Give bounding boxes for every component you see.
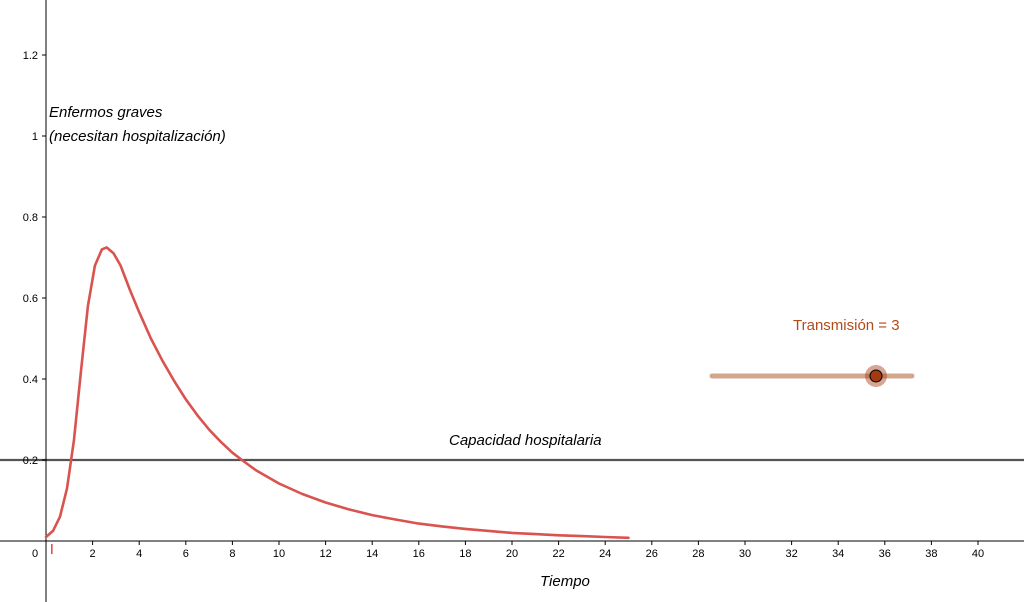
y-tick-label: 0.6 xyxy=(23,293,38,305)
x-tick-label: 24 xyxy=(599,548,611,560)
x-tick-label: 8 xyxy=(229,548,235,560)
x-axis-title: Tiempo xyxy=(540,573,590,590)
x-tick-label: 14 xyxy=(366,548,378,560)
slider-label: Transmisión = 3 xyxy=(793,317,900,334)
x-tick-label: 26 xyxy=(646,548,658,560)
x-tick-label: 38 xyxy=(925,548,937,560)
x-tick-label: 16 xyxy=(413,548,425,560)
x-tick-label: 10 xyxy=(273,548,285,560)
x-tick-label: 12 xyxy=(319,548,331,560)
x-tick-label: 2 xyxy=(90,548,96,560)
y-axis-title-line-1: Enfermos graves xyxy=(49,104,163,121)
x-tick-label: 18 xyxy=(459,548,471,560)
x-tick-label: 20 xyxy=(506,548,518,560)
y-axis-title-line-2: (necesitan hospitalización) xyxy=(49,128,226,145)
y-tick-label: 1.2 xyxy=(23,50,38,62)
x-tick-label: 28 xyxy=(692,548,704,560)
y-tick-label: 0.2 xyxy=(23,455,38,467)
reference-line-label: Capacidad hospitalaria xyxy=(449,432,602,449)
x-tick-label: 32 xyxy=(785,548,797,560)
x-tick-label: 34 xyxy=(832,548,844,560)
x-tick-label: 6 xyxy=(183,548,189,560)
x-tick-label: 36 xyxy=(879,548,891,560)
x-tick-label: 0 xyxy=(32,548,38,560)
x-tick-label: 4 xyxy=(136,548,142,560)
slider-knob[interactable] xyxy=(869,369,883,383)
x-tick-label: 40 xyxy=(972,548,984,560)
y-tick-label: 1 xyxy=(32,131,38,143)
transmission-slider[interactable]: Transmisión = 3 xyxy=(709,317,915,387)
x-tick-label: 30 xyxy=(739,548,751,560)
severe-cases-curve xyxy=(44,246,630,540)
x-tick-label: 22 xyxy=(552,548,564,560)
y-tick-label: 0.4 xyxy=(23,374,38,386)
y-tick-label: 0.8 xyxy=(23,212,38,224)
